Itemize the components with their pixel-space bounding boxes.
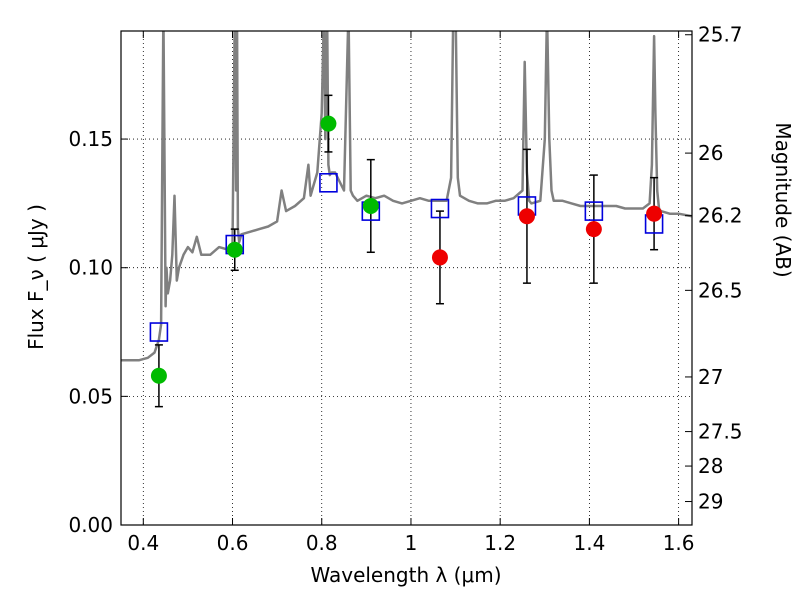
right-tick-label-0: 25.7 <box>698 23 743 47</box>
right-axis-label: Magnitude (AB) <box>771 122 795 277</box>
y-axis-label: Flux F_ν ( μJy ) <box>24 204 48 350</box>
y-tick-label-2: 0.10 <box>68 256 113 280</box>
y-tick-label-1: 0.05 <box>68 384 113 408</box>
data-point-1-3 <box>362 197 379 214</box>
right-tick-label-3: 26.5 <box>698 278 743 302</box>
plot-frame <box>120 30 693 526</box>
right-tick-label-5: 27.5 <box>698 420 743 444</box>
x-tick-label-2: 0.8 <box>306 531 338 555</box>
data-point-2-3 <box>646 205 663 222</box>
axis-ticks: 0.4 0.6 0.8 1 1.2 1.4 1.6 0.00 0.05 0.10 0.15 25.7 2… <box>68 23 742 555</box>
right-tick-label-6: 28 <box>698 454 723 478</box>
model-square-0 <box>149 322 169 342</box>
model-square-4 <box>430 198 450 219</box>
right-tick-label-1: 26 <box>698 141 723 165</box>
grid-lines <box>121 31 692 526</box>
model-square-6 <box>584 201 604 221</box>
x-tick-label-6: 1.6 <box>663 531 695 555</box>
data-point-1-0 <box>150 367 167 384</box>
right-tick-label-7: 29 <box>698 490 723 514</box>
data-point-2-1 <box>518 208 535 225</box>
y-tick-label-3: 0.15 <box>68 127 113 151</box>
right-tick-label-2: 26.2 <box>698 204 743 228</box>
photometry-markers <box>149 115 664 384</box>
x-axis-label: Wavelength λ (μm) <box>310 563 501 587</box>
spectrum-series <box>121 31 692 362</box>
data-point-2-2 <box>585 221 602 238</box>
x-tick-label-5: 1.4 <box>573 531 605 555</box>
x-tick-label-3: 1 <box>405 531 418 555</box>
spectrum-line <box>121 31 692 362</box>
x-tick-label-1: 0.6 <box>217 531 249 555</box>
x-tick-label-4: 1.2 <box>484 531 516 555</box>
y-tick-label-0: 0.00 <box>68 513 113 537</box>
x-tick-label-0: 0.4 <box>127 531 159 555</box>
data-point-1-1 <box>226 241 243 258</box>
data-point-2-0 <box>431 249 448 266</box>
model-square-2 <box>319 173 338 193</box>
data-point-1-2 <box>320 115 337 132</box>
right-tick-label-4: 27 <box>698 365 723 389</box>
